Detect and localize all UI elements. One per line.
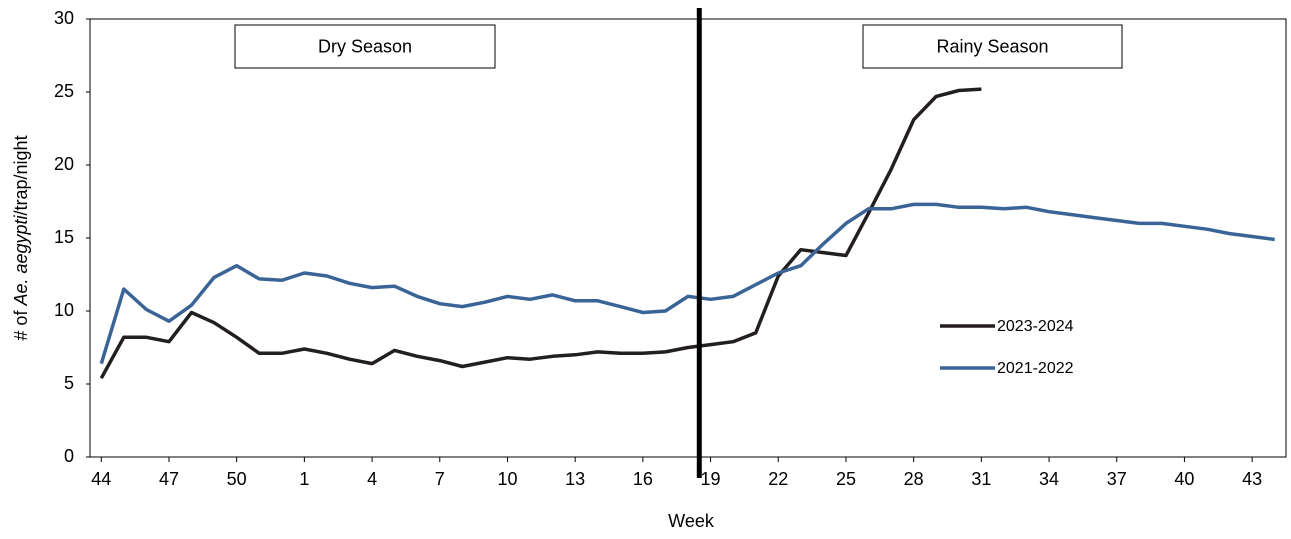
series-line bbox=[99, 202, 1275, 365]
x-tick-label: 31 bbox=[971, 469, 991, 489]
y-axis-label-part: Ae. aegypti bbox=[11, 214, 31, 306]
y-tick-label: 20 bbox=[54, 154, 74, 174]
y-axis-label-part: /trap/night bbox=[11, 135, 31, 215]
plot-frame bbox=[89, 18, 1287, 458]
x-tick-label: 10 bbox=[497, 469, 517, 489]
x-tick-label: 44 bbox=[91, 469, 111, 489]
x-tick-label: 4 bbox=[367, 469, 377, 489]
annotation-box bbox=[862, 24, 1123, 69]
y-axis-label: # of Ae. aegypti/trap/night bbox=[11, 135, 31, 340]
annotation-text: Dry Season bbox=[318, 36, 412, 56]
x-tick-label: 50 bbox=[227, 469, 247, 489]
y-axis-label-part: # of bbox=[11, 306, 31, 341]
x-tick-label: 40 bbox=[1174, 469, 1194, 489]
x-tick-label: 22 bbox=[768, 469, 788, 489]
x-tick-label: 28 bbox=[904, 469, 924, 489]
x-tick-label: 43 bbox=[1242, 469, 1262, 489]
y-tick-label: 30 bbox=[54, 8, 74, 28]
x-tick-label: 47 bbox=[159, 469, 179, 489]
x-tick-label: 19 bbox=[701, 469, 721, 489]
annotation-box bbox=[234, 24, 496, 69]
y-tick-label: 5 bbox=[64, 373, 74, 393]
x-tick-label: 25 bbox=[836, 469, 856, 489]
x-tick-label: 13 bbox=[565, 469, 585, 489]
y-tick-label: 0 bbox=[64, 446, 74, 466]
legend-label: 2021-2022 bbox=[997, 360, 1074, 377]
x-tick-label: 7 bbox=[435, 469, 445, 489]
x-tick-label: 37 bbox=[1107, 469, 1127, 489]
y-tick-label: 10 bbox=[54, 300, 74, 320]
x-tick-label: 34 bbox=[1039, 469, 1059, 489]
y-tick-label: 15 bbox=[54, 227, 74, 247]
legend-label: 2023-2024 bbox=[997, 318, 1074, 335]
y-tick-label: 25 bbox=[54, 81, 74, 101]
annotation-text: Rainy Season bbox=[936, 36, 1048, 56]
x-tick-label: 1 bbox=[299, 469, 309, 489]
x-tick-label: 16 bbox=[633, 469, 653, 489]
series-line bbox=[99, 87, 982, 380]
x-axis-label: Week bbox=[668, 511, 715, 531]
